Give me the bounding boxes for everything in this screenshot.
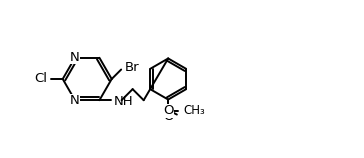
Text: Br: Br (124, 61, 139, 74)
Text: O: O (163, 110, 173, 123)
Text: CH₃: CH₃ (183, 104, 205, 117)
Text: NH: NH (114, 95, 133, 108)
Text: Cl: Cl (34, 73, 47, 85)
Text: N: N (69, 94, 79, 107)
Text: N: N (69, 51, 79, 64)
Text: O: O (163, 104, 173, 117)
